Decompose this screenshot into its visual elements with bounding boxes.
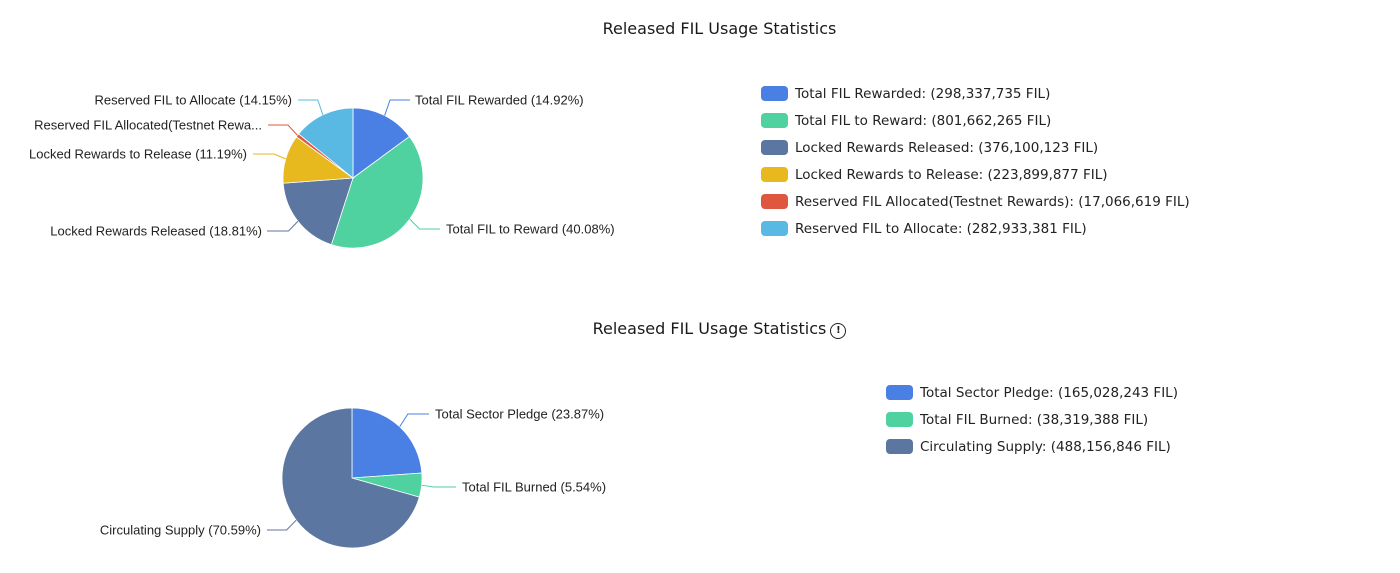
legend-label: Reserved FIL to Allocate: (282,933,381 F… bbox=[795, 220, 1087, 237]
legend-item-reserved-fil-allocated[interactable]: Reserved FIL Allocated(Testnet Rewards):… bbox=[761, 188, 1190, 215]
legend-swatch bbox=[761, 86, 788, 101]
legend-swatch bbox=[761, 113, 788, 128]
legend-swatch bbox=[761, 194, 788, 209]
legend-item-total-fil-to-reward[interactable]: Total FIL to Reward: (801,662,265 FIL) bbox=[761, 107, 1190, 134]
chart-1-legend: Total FIL Rewarded: (298,337,735 FIL) To… bbox=[761, 80, 1190, 242]
legend-label: Total FIL Burned: (38,319,388 FIL) bbox=[920, 411, 1149, 428]
legend-label: Total FIL Rewarded: (298,337,735 FIL) bbox=[795, 85, 1051, 102]
slice-label: Total FIL Rewarded (14.92%) bbox=[415, 93, 584, 108]
chart-2-slices bbox=[281, 407, 423, 549]
chart-1-slice-labels: Total FIL Rewarded (14.92%) Total FIL to … bbox=[29, 93, 615, 239]
leader-line bbox=[421, 484, 456, 488]
chart-2-legend: Total Sector Pledge: (165,028,243 FIL) T… bbox=[886, 379, 1178, 460]
info-icon[interactable]: ! bbox=[830, 323, 847, 339]
leader-line bbox=[267, 220, 299, 232]
legend-swatch bbox=[886, 385, 913, 400]
chart-1-title-text: Released FIL Usage Statistics bbox=[602, 19, 837, 38]
legend-item-reserved-fil-to-allocate[interactable]: Reserved FIL to Allocate: (282,933,381 F… bbox=[761, 215, 1190, 242]
leader-line bbox=[268, 124, 298, 136]
slice-label: Circulating Supply (70.59%) bbox=[100, 523, 261, 538]
slice-label: Total FIL Burned (5.54%) bbox=[462, 480, 606, 495]
legend-item-circulating-supply[interactable]: Circulating Supply: (488,156,846 FIL) bbox=[886, 433, 1178, 460]
pie-slice[interactable] bbox=[281, 407, 420, 549]
leader-line bbox=[399, 413, 429, 428]
legend-label: Total FIL to Reward: (801,662,265 FIL) bbox=[795, 112, 1052, 129]
legend-label: Locked Rewards to Release: (223,899,877 … bbox=[795, 166, 1108, 183]
legend-label: Circulating Supply: (488,156,846 FIL) bbox=[920, 438, 1171, 455]
legend-item-locked-rewards-released[interactable]: Locked Rewards Released: (376,100,123 FI… bbox=[761, 134, 1190, 161]
leader-line bbox=[409, 218, 440, 230]
leader-line bbox=[298, 99, 324, 115]
chart-2-title: Released FIL Usage Statistics! bbox=[0, 319, 1400, 339]
chart-2-leader-lines bbox=[267, 413, 456, 531]
leader-line bbox=[267, 519, 297, 531]
legend-label: Locked Rewards Released: (376,100,123 FI… bbox=[795, 139, 1099, 156]
legend-item-locked-rewards-to-release[interactable]: Locked Rewards to Release: (223,899,877 … bbox=[761, 161, 1190, 188]
slice-label: Locked Rewards to Release (11.19%) bbox=[29, 147, 247, 162]
pie-slice[interactable] bbox=[298, 107, 354, 179]
legend-swatch bbox=[761, 221, 788, 236]
chart-2-slice-labels: Total Sector Pledge (23.87%) Total FIL Bu… bbox=[100, 407, 606, 538]
slice-label: Total Sector Pledge (23.87%) bbox=[435, 407, 604, 422]
legend-label: Reserved FIL Allocated(Testnet Rewards):… bbox=[795, 193, 1190, 210]
chart-1-leader-lines bbox=[253, 99, 440, 232]
slice-label: Reserved FIL Allocated(Testnet Rewa... bbox=[34, 118, 262, 133]
legend-item-total-sector-pledge[interactable]: Total Sector Pledge: (165,028,243 FIL) bbox=[886, 379, 1178, 406]
pie-slice[interactable] bbox=[351, 407, 423, 479]
slice-label: Reserved FIL to Allocate (14.15%) bbox=[94, 93, 292, 108]
chart-2-title-text: Released FIL Usage Statistics bbox=[592, 319, 827, 338]
slice-label: Locked Rewards Released (18.81%) bbox=[50, 224, 262, 239]
slice-label: Total FIL to Reward (40.08%) bbox=[446, 222, 615, 237]
legend-item-total-fil-rewarded[interactable]: Total FIL Rewarded: (298,337,735 FIL) bbox=[761, 80, 1190, 107]
legend-label: Total Sector Pledge: (165,028,243 FIL) bbox=[920, 384, 1178, 401]
legend-swatch bbox=[886, 412, 913, 427]
legend-swatch bbox=[761, 167, 788, 182]
legend-swatch bbox=[761, 140, 788, 155]
legend-swatch bbox=[886, 439, 913, 454]
leader-line bbox=[253, 153, 286, 160]
leader-line bbox=[384, 99, 410, 116]
legend-item-total-fil-burned[interactable]: Total FIL Burned: (38,319,388 FIL) bbox=[886, 406, 1178, 433]
chart-1-title: Released FIL Usage Statistics bbox=[0, 19, 1400, 38]
